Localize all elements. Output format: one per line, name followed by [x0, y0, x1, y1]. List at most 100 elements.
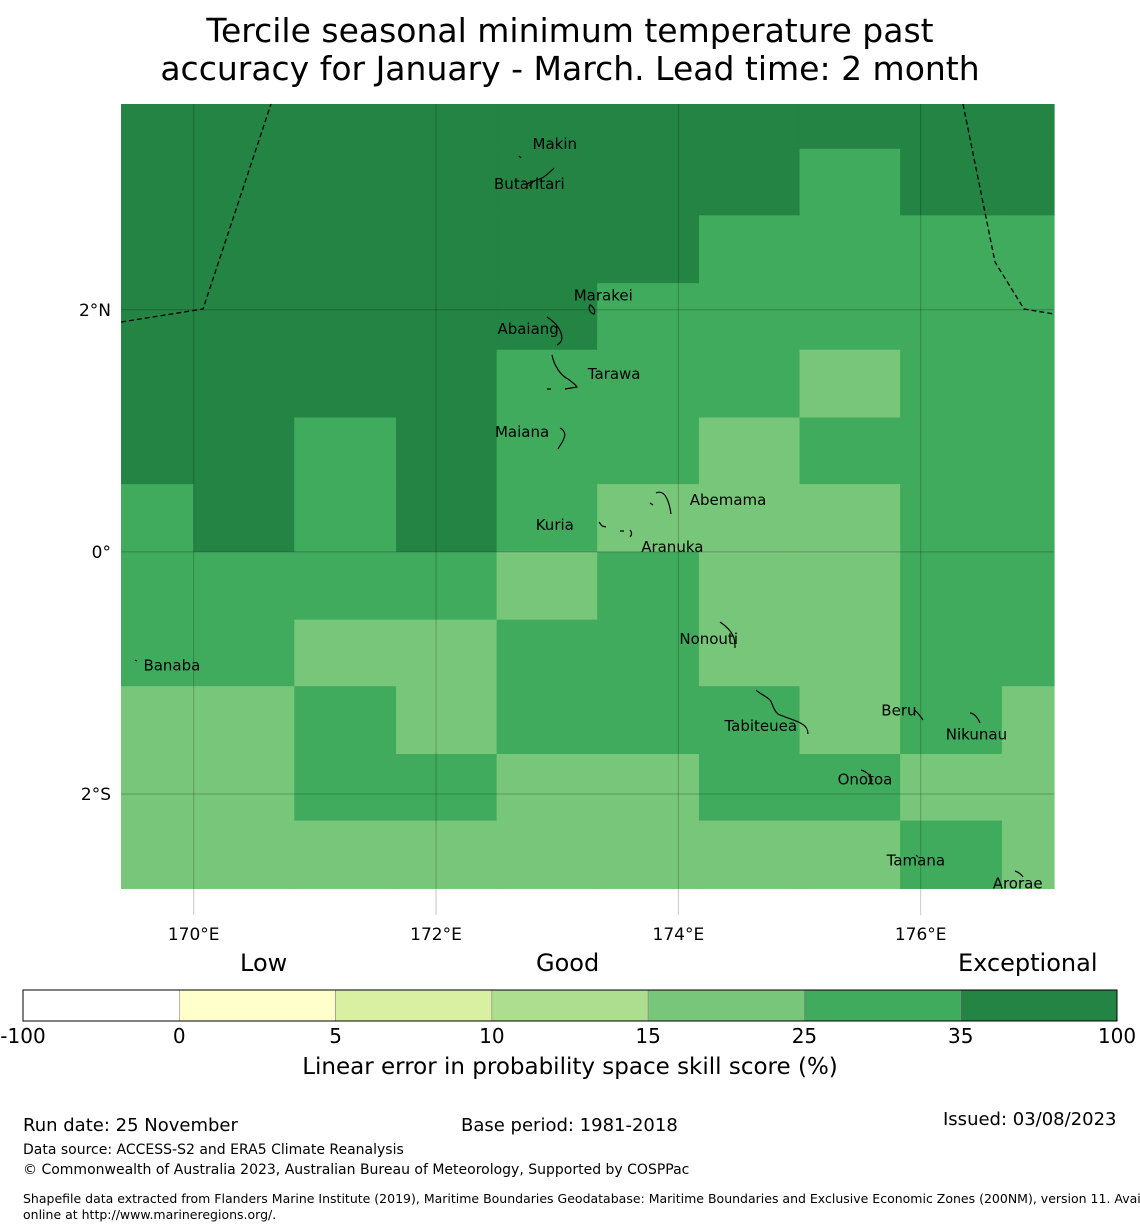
grid-cell	[496, 104, 598, 150]
colorbar-segment	[804, 989, 962, 1022]
grid-cell	[597, 148, 700, 216]
grid-cell	[698, 754, 801, 822]
grid-cell	[900, 484, 1003, 553]
island-label-kuria: Kuria	[536, 516, 574, 534]
grid-cell	[121, 417, 195, 485]
grid-cell	[900, 417, 1003, 485]
grid-cell	[1001, 349, 1055, 419]
latitude-tick-label: 2°S	[81, 785, 111, 805]
coast-abaiang	[546, 316, 563, 346]
grid-cell	[121, 754, 195, 822]
grid-cell	[799, 283, 901, 351]
grid-cell	[900, 619, 1003, 687]
data-source: Data source: ACCESS-S2 and ERA5 Climate …	[23, 1142, 404, 1158]
grid-cell	[597, 820, 700, 889]
colorbar-segment	[491, 989, 649, 1022]
grid-cell	[496, 417, 598, 485]
island-labels: Makin Butaritari Marakei Abaiang Tarawa Maian…	[143, 135, 1042, 893]
grid-cell	[1001, 484, 1055, 553]
island-label-tarawa: Tarawa	[587, 365, 641, 383]
coast-maiana	[557, 427, 566, 450]
shapefile-credit-line2: online at http://www.marineregions.org/.	[23, 1207, 277, 1222]
grid-cell	[193, 148, 295, 216]
island-label-nonouti: Nonouti	[679, 630, 738, 648]
grid-cell	[698, 619, 801, 687]
grid-cell	[294, 349, 397, 419]
island-label-tabiteuea: Tabiteuea	[723, 717, 797, 735]
grid-cell	[900, 551, 1003, 621]
grid-cell	[597, 104, 700, 150]
grid-cell	[900, 754, 1003, 822]
grid-cell	[396, 686, 498, 755]
colorbar-segment	[22, 989, 180, 1022]
island-label-marakei: Marakei	[574, 286, 633, 304]
coast-nonouti	[719, 621, 736, 649]
grid-cell	[121, 283, 195, 351]
grid-cell	[900, 283, 1003, 351]
colorbar-tick-label: 25	[792, 1024, 817, 1048]
map-title-line2: accuracy for January - March. Lead time:…	[160, 49, 980, 88]
grid-cell	[193, 686, 295, 755]
grid-cell	[698, 484, 801, 553]
grid-cell	[900, 148, 1003, 216]
colorbar-tick-label: 5	[329, 1024, 342, 1048]
island-label-abemama: Abemama	[690, 491, 767, 509]
grid-cell	[496, 551, 598, 621]
colorbar-tick-label: 100	[1098, 1024, 1136, 1048]
grid-cell	[496, 619, 598, 687]
coast-butaritari	[526, 167, 555, 187]
island-coastlines	[134, 155, 1024, 878]
island-label-onotoa: Onotoa	[838, 770, 893, 788]
coast-kuria	[598, 521, 633, 538]
grid-cell	[294, 686, 397, 755]
grid-cell	[799, 349, 901, 419]
coast-tamana	[915, 854, 919, 858]
grid-cell	[698, 820, 801, 889]
grid-cell	[1001, 619, 1055, 687]
grid-cell	[597, 484, 700, 553]
grid-cell	[900, 820, 1003, 889]
coast-nikunau	[969, 712, 981, 724]
eez-boundary-west	[120, 103, 272, 323]
colorbar-segment	[335, 989, 493, 1022]
colorbar-segment	[178, 989, 336, 1022]
grid-cell	[396, 349, 498, 419]
grid-cell	[698, 215, 801, 284]
grid-cell	[294, 148, 397, 216]
grid-cell	[396, 215, 498, 284]
colorbar: -100 0 5 10 15 25 35 100	[0, 989, 1136, 1048]
grid-cell	[121, 349, 195, 419]
grid-cell	[294, 283, 397, 351]
grid-cell	[799, 215, 901, 284]
coast-marakei	[588, 304, 596, 315]
grid-cell	[121, 820, 195, 889]
grid-cell	[193, 754, 295, 822]
grid-cell	[496, 754, 598, 822]
grid-cell	[799, 754, 901, 822]
grid-cell	[496, 820, 598, 889]
grid-cell	[698, 104, 801, 150]
island-label-butaritari: Butaritari	[494, 175, 565, 193]
grid-cell	[121, 104, 195, 150]
copyright-notice: © Commonwealth of Australia 2023, Austra…	[23, 1162, 690, 1178]
grid-cell	[900, 686, 1003, 755]
colorbar-category-good: Good	[536, 949, 600, 977]
grid-cell	[121, 686, 195, 755]
colorbar-axis-label: Linear error in probability space skill …	[302, 1054, 838, 1080]
grid-cell	[799, 686, 901, 755]
grid-cell	[900, 349, 1003, 419]
grid-cell	[1001, 104, 1055, 150]
grid-cell	[294, 215, 397, 284]
grid-cell	[396, 417, 498, 485]
island-label-tamana: Tamana	[886, 852, 945, 870]
grid-cell	[1001, 215, 1055, 284]
grid-cell	[121, 619, 195, 687]
longitude-tick-label: 170°E	[168, 925, 220, 945]
grid-cell	[698, 417, 801, 485]
issued-date: Issued: 03/08/2023	[943, 1109, 1117, 1130]
latitude-tick-label: 2°N	[79, 301, 111, 321]
grid-cell	[193, 349, 295, 419]
longitude-tick-label: 174°E	[653, 925, 705, 945]
longitude-tick-label: 176°E	[895, 925, 947, 945]
base-period: Base period: 1981-2018	[461, 1115, 678, 1136]
